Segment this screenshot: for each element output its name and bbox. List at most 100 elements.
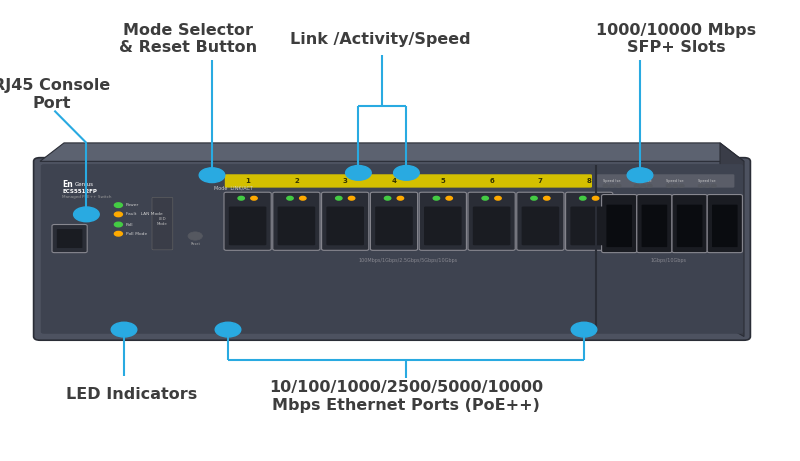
FancyBboxPatch shape bbox=[606, 205, 632, 247]
FancyBboxPatch shape bbox=[152, 197, 173, 250]
FancyBboxPatch shape bbox=[34, 158, 750, 340]
Circle shape bbox=[641, 184, 646, 187]
FancyBboxPatch shape bbox=[424, 207, 462, 245]
Circle shape bbox=[336, 196, 342, 200]
Text: Fault   LAN Mode: Fault LAN Mode bbox=[126, 213, 162, 216]
Circle shape bbox=[446, 196, 452, 200]
Text: LED Indicators: LED Indicators bbox=[66, 387, 198, 402]
Text: 6: 6 bbox=[490, 178, 494, 184]
Circle shape bbox=[679, 184, 684, 187]
Text: 4: 4 bbox=[391, 178, 397, 184]
FancyBboxPatch shape bbox=[229, 207, 266, 245]
FancyBboxPatch shape bbox=[375, 207, 413, 245]
Text: 1Gbps/10Gbps: 1Gbps/10Gbps bbox=[650, 258, 686, 263]
Text: LED
Mode: LED Mode bbox=[157, 217, 168, 225]
Circle shape bbox=[494, 196, 501, 200]
FancyBboxPatch shape bbox=[326, 207, 364, 245]
Circle shape bbox=[592, 196, 598, 200]
Text: 10/100/1000/2500/5000/10000
Mbps Ethernet Ports (PoE++): 10/100/1000/2500/5000/10000 Mbps Etherne… bbox=[270, 380, 543, 413]
FancyBboxPatch shape bbox=[597, 174, 734, 188]
Text: 3: 3 bbox=[342, 178, 348, 184]
FancyBboxPatch shape bbox=[273, 192, 320, 250]
FancyBboxPatch shape bbox=[224, 192, 271, 250]
Circle shape bbox=[634, 184, 639, 187]
Text: PoE Mode: PoE Mode bbox=[126, 232, 147, 236]
FancyBboxPatch shape bbox=[370, 192, 418, 250]
Circle shape bbox=[397, 196, 403, 200]
Circle shape bbox=[616, 184, 621, 187]
Text: Power: Power bbox=[126, 203, 139, 207]
Polygon shape bbox=[40, 143, 744, 161]
Circle shape bbox=[74, 207, 99, 222]
FancyBboxPatch shape bbox=[566, 192, 613, 250]
FancyBboxPatch shape bbox=[522, 207, 559, 245]
Text: Managed PoE++ Switch: Managed PoE++ Switch bbox=[62, 195, 112, 199]
Text: Speed (se: Speed (se bbox=[666, 179, 684, 183]
Circle shape bbox=[114, 222, 122, 227]
Text: Genius: Genius bbox=[74, 182, 94, 187]
Circle shape bbox=[349, 196, 355, 200]
Circle shape bbox=[114, 212, 122, 217]
FancyBboxPatch shape bbox=[637, 195, 672, 253]
Text: 100Mbps/1Gbps/2.5Gbps/5Gbps/10Gbps: 100Mbps/1Gbps/2.5Gbps/5Gbps/10Gbps bbox=[358, 258, 458, 263]
Circle shape bbox=[394, 165, 419, 180]
Circle shape bbox=[711, 184, 716, 187]
Text: 1000/10000 Mbps
SFP+ Slots: 1000/10000 Mbps SFP+ Slots bbox=[596, 23, 756, 55]
Circle shape bbox=[287, 196, 293, 200]
Circle shape bbox=[647, 184, 652, 187]
FancyBboxPatch shape bbox=[712, 205, 738, 247]
Text: 1: 1 bbox=[245, 178, 250, 184]
Circle shape bbox=[300, 196, 306, 200]
Text: 8: 8 bbox=[586, 178, 592, 184]
FancyBboxPatch shape bbox=[419, 192, 466, 250]
Text: ECS5512FP: ECS5512FP bbox=[62, 189, 98, 194]
FancyBboxPatch shape bbox=[677, 205, 702, 247]
Circle shape bbox=[111, 322, 137, 337]
Circle shape bbox=[215, 322, 241, 337]
Text: 5: 5 bbox=[441, 178, 445, 184]
Circle shape bbox=[434, 196, 439, 200]
Circle shape bbox=[251, 196, 258, 200]
Circle shape bbox=[666, 184, 671, 187]
FancyBboxPatch shape bbox=[473, 207, 510, 245]
FancyBboxPatch shape bbox=[278, 207, 315, 245]
Circle shape bbox=[543, 196, 550, 200]
Circle shape bbox=[199, 168, 225, 183]
Circle shape bbox=[384, 196, 390, 200]
Circle shape bbox=[114, 203, 122, 207]
Text: 2: 2 bbox=[294, 178, 298, 184]
Circle shape bbox=[531, 196, 538, 200]
Circle shape bbox=[579, 196, 586, 200]
Text: Speed (se: Speed (se bbox=[698, 179, 716, 183]
Text: Link /Activity/Speed: Link /Activity/Speed bbox=[290, 32, 470, 47]
Circle shape bbox=[571, 322, 597, 337]
Circle shape bbox=[482, 196, 488, 200]
Text: Speed (se: Speed (se bbox=[634, 179, 652, 183]
Text: 7: 7 bbox=[538, 178, 543, 184]
FancyBboxPatch shape bbox=[57, 229, 82, 248]
Text: En: En bbox=[62, 180, 73, 189]
FancyBboxPatch shape bbox=[322, 192, 369, 250]
FancyBboxPatch shape bbox=[707, 195, 742, 253]
FancyBboxPatch shape bbox=[517, 192, 564, 250]
Circle shape bbox=[673, 184, 678, 187]
Circle shape bbox=[627, 168, 653, 183]
Text: PoE: PoE bbox=[126, 223, 134, 226]
FancyBboxPatch shape bbox=[225, 174, 592, 188]
FancyBboxPatch shape bbox=[642, 205, 667, 247]
Circle shape bbox=[698, 184, 703, 187]
Circle shape bbox=[603, 184, 608, 187]
Circle shape bbox=[346, 165, 371, 180]
FancyBboxPatch shape bbox=[570, 207, 608, 245]
Text: RJ45 Console
Port: RJ45 Console Port bbox=[0, 78, 110, 111]
FancyBboxPatch shape bbox=[41, 164, 743, 334]
Circle shape bbox=[238, 196, 245, 200]
Text: Speed (se: Speed (se bbox=[603, 179, 621, 183]
FancyBboxPatch shape bbox=[52, 225, 87, 253]
Text: Reset: Reset bbox=[190, 242, 200, 246]
FancyBboxPatch shape bbox=[672, 195, 707, 253]
FancyBboxPatch shape bbox=[468, 192, 515, 250]
Text: Mode  LINK/ACT: Mode LINK/ACT bbox=[214, 186, 254, 190]
Circle shape bbox=[610, 184, 614, 187]
Circle shape bbox=[114, 231, 122, 236]
